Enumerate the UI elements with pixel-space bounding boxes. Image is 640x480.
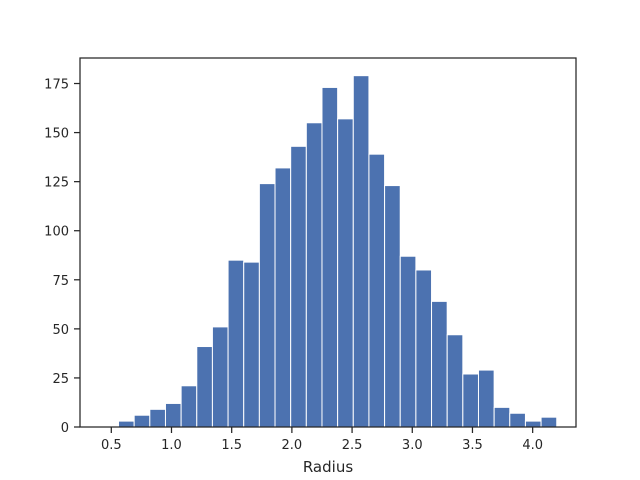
histogram-bar <box>399 255 417 428</box>
histogram-bar <box>321 86 339 428</box>
y-tick-label: 125 <box>44 176 69 191</box>
x-tick-label: 3.5 <box>462 438 483 453</box>
histogram-bar <box>493 406 511 428</box>
y-tick-label: 50 <box>52 323 69 338</box>
histogram-bar <box>415 269 433 428</box>
x-tick-label: 1.5 <box>221 438 242 453</box>
histogram-bar <box>290 145 307 428</box>
x-axis-ticks: 0.5 1.0 1.5 2.0 2.5 3.0 3.5 4.0 <box>101 427 543 453</box>
y-tick-label: 25 <box>52 372 69 387</box>
histogram-bar <box>477 369 495 428</box>
x-tick-label: 2.5 <box>342 438 363 453</box>
histogram-bar <box>258 183 276 428</box>
histogram-bar <box>446 334 464 428</box>
histogram-bar <box>164 402 182 428</box>
histogram-bar <box>243 261 260 428</box>
histogram-bar <box>337 118 354 428</box>
x-tick-label: 0.5 <box>101 438 122 453</box>
histogram-bar <box>196 346 213 428</box>
histogram-bar <box>352 75 370 428</box>
histogram-bar <box>227 259 245 428</box>
histogram-bar <box>509 412 526 428</box>
x-tick-label: 1.0 <box>161 438 182 453</box>
y-tick-label: 100 <box>44 225 69 240</box>
histogram-bar <box>368 153 386 428</box>
y-tick-label: 0 <box>61 421 69 436</box>
histogram-bar <box>274 167 292 428</box>
histogram-bar <box>133 414 151 428</box>
x-tick-label: 4.0 <box>522 438 543 453</box>
x-axis-label: Radius <box>303 458 353 476</box>
histogram-bar <box>180 385 198 428</box>
bars-group <box>118 75 558 428</box>
histogram-bar <box>462 373 479 428</box>
plot-frame <box>79 57 577 428</box>
x-tick-label: 2.0 <box>282 438 303 453</box>
y-tick-label: 175 <box>44 78 69 93</box>
histogram-bar <box>149 408 166 428</box>
histogram-bar <box>305 122 323 428</box>
histogram-bar <box>118 420 135 428</box>
histogram-bar <box>431 300 448 428</box>
y-tick-label: 75 <box>52 274 69 289</box>
histogram-bar <box>540 416 558 428</box>
y-axis-ticks: 0 25 50 75 100 125 150 175 <box>44 78 80 436</box>
histogram-bar <box>524 420 542 428</box>
y-tick-label: 150 <box>44 127 69 142</box>
histogram-bar <box>211 326 229 428</box>
x-tick-label: 3.0 <box>402 438 423 453</box>
histogram-bar <box>384 185 401 428</box>
